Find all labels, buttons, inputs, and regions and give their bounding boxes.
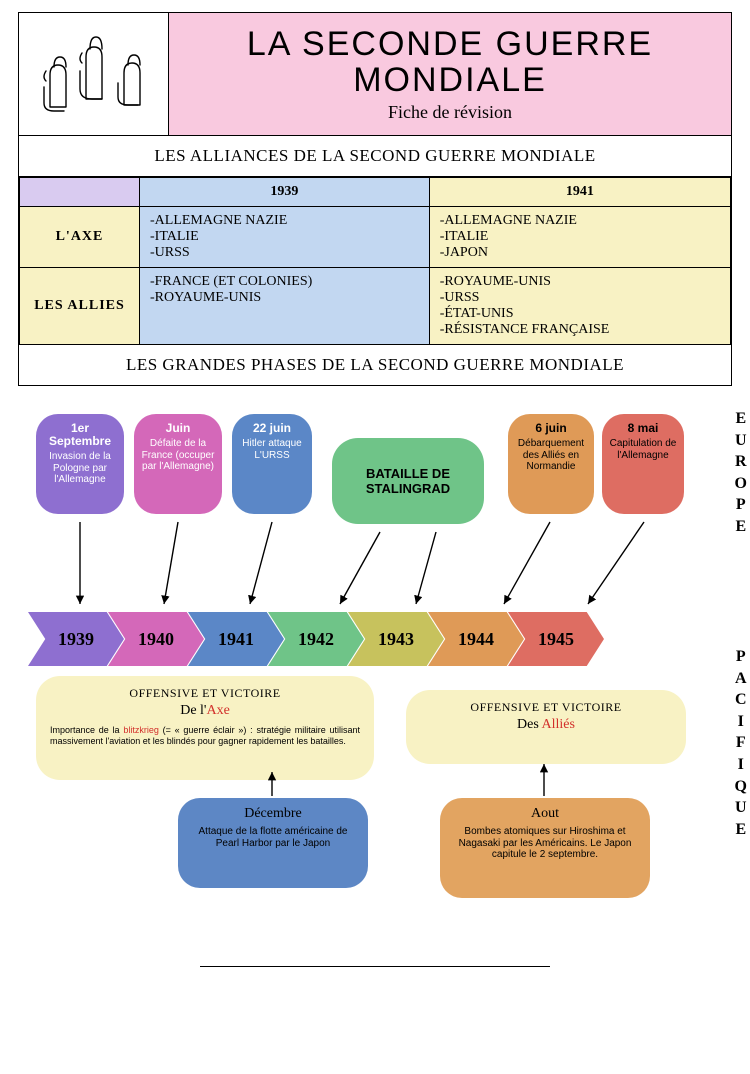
top-frame: LA SECONDE GUERRE MONDIALE Fiche de révi… — [18, 12, 732, 386]
header-row: LA SECONDE GUERRE MONDIALE Fiche de révi… — [19, 13, 731, 136]
title-line2: MONDIALE — [353, 61, 547, 99]
axe-1939: -ALLEMAGNE NAZIE -ITALIE -URSS — [140, 207, 430, 268]
row-label-axe: L'AXE — [20, 207, 140, 268]
axe-1941: -ALLEMAGNE NAZIE -ITALIE -JAPON — [429, 207, 730, 268]
page-subtitle: Fiche de révision — [177, 102, 723, 123]
phase-sub: De l'Axe — [50, 703, 360, 719]
fists-icon — [34, 19, 154, 129]
side-label-pacific: PACIFIQUE — [735, 646, 748, 840]
row-label-allies: LES ALLIES — [20, 268, 140, 345]
arrows-pacific — [0, 754, 750, 914]
phase-sub: Des Alliés — [420, 717, 672, 733]
alliances-table: 1939 1941 L'AXE -ALLEMAGNE NAZIE -ITALIE… — [19, 177, 731, 345]
col-1939: 1939 — [140, 178, 430, 207]
timeline-infographic: 1er SeptembreInvasion de la Pologne par … — [0, 414, 750, 974]
title-cell: LA SECONDE GUERRE MONDIALE Fiche de révi… — [169, 13, 731, 135]
phase-title: OFFENSIVE ET VICTOIRE — [50, 686, 360, 701]
arrows-top — [0, 414, 750, 624]
col-1941: 1941 — [429, 178, 730, 207]
phase-title: OFFENSIVE ET VICTOIRE — [420, 700, 672, 715]
fists-illustration — [19, 13, 169, 135]
side-label-europe: EUROPE — [735, 408, 748, 538]
table-corner — [20, 178, 140, 207]
alliances-heading: LES ALLIANCES DE LA SECOND GUERRE MONDIA… — [19, 136, 731, 177]
allies-1941: -ROYAUME-UNIS -URSS -ÉTAT-UNIS -RÉSISTAN… — [429, 268, 730, 345]
title-line1: LA SECONDE GUERRE — [247, 25, 653, 63]
year-1939: 1939 — [28, 612, 124, 666]
phase-note: Importance de la blitzkrieg (= « guerre … — [50, 725, 360, 747]
allies-1939: -FRANCE (ET COLONIES) -ROYAUME-UNIS — [140, 268, 430, 345]
bottom-rule — [200, 966, 550, 967]
page-title: LA SECONDE GUERRE MONDIALE — [177, 27, 723, 98]
table-row: L'AXE -ALLEMAGNE NAZIE -ITALIE -URSS -AL… — [20, 207, 731, 268]
phase-box-1: OFFENSIVE ET VICTOIRE Des Alliés — [406, 690, 686, 764]
table-row: LES ALLIES -FRANCE (ET COLONIES) -ROYAUM… — [20, 268, 731, 345]
years-row: 1939194019411942194319441945 — [28, 612, 604, 666]
phases-heading: LES GRANDES PHASES DE LA SECOND GUERRE M… — [19, 345, 731, 385]
